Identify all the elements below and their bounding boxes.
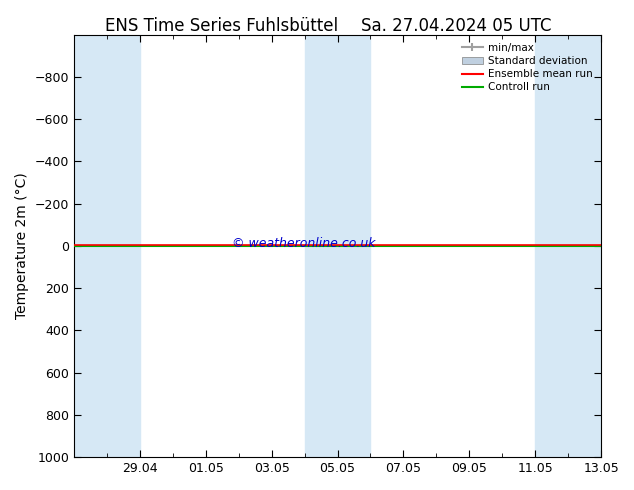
Text: © weatheronline.co.uk: © weatheronline.co.uk	[232, 237, 375, 250]
Bar	[535, 35, 601, 457]
Text: ENS Time Series Fuhlsbüttel: ENS Time Series Fuhlsbüttel	[105, 17, 339, 35]
Text: Sa. 27.04.2024 05 UTC: Sa. 27.04.2024 05 UTC	[361, 17, 552, 35]
Bar	[74, 35, 140, 457]
Bar	[304, 35, 370, 457]
Y-axis label: Temperature 2m (°C): Temperature 2m (°C)	[15, 172, 29, 319]
Legend: min/max, Standard deviation, Ensemble mean run, Controll run: min/max, Standard deviation, Ensemble me…	[459, 40, 596, 96]
